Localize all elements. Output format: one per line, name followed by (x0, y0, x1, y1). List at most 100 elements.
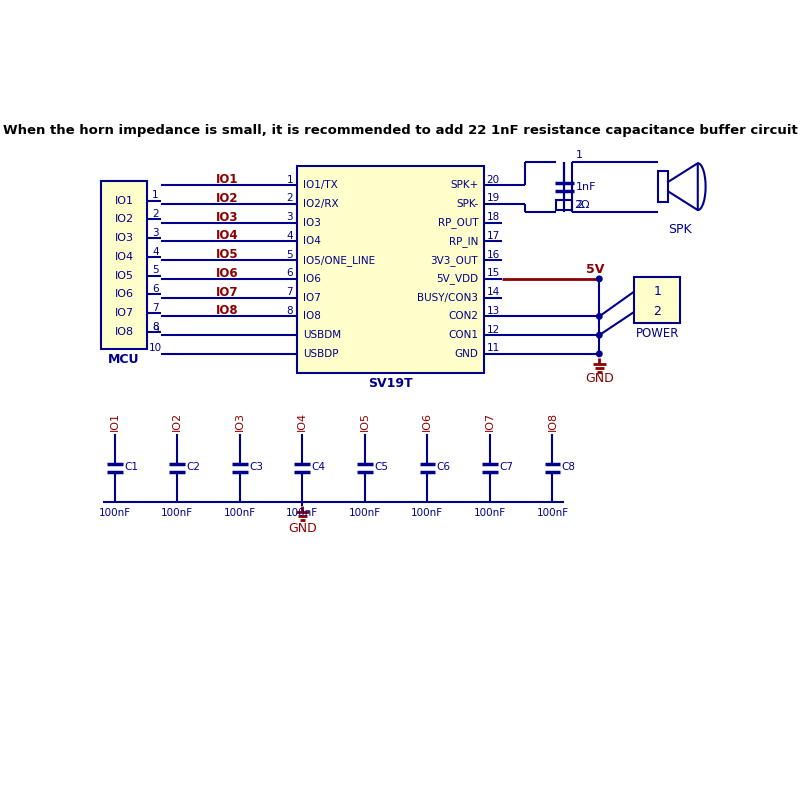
Text: SPK: SPK (668, 223, 692, 236)
Text: IO4: IO4 (303, 236, 321, 246)
Text: IO8: IO8 (215, 305, 238, 318)
Text: CON1: CON1 (448, 330, 478, 340)
Text: 100nF: 100nF (536, 507, 569, 518)
Text: IO4: IO4 (114, 252, 134, 262)
Text: 7: 7 (286, 287, 293, 297)
Text: IO1: IO1 (114, 196, 134, 206)
Text: C4: C4 (312, 462, 326, 472)
Text: C1: C1 (124, 462, 138, 472)
Text: IO7: IO7 (303, 293, 321, 302)
Text: 4: 4 (152, 246, 158, 257)
Text: 1nF: 1nF (576, 182, 596, 192)
Text: 5: 5 (152, 266, 158, 275)
Text: SPK-: SPK- (456, 199, 478, 209)
Circle shape (597, 314, 602, 319)
Text: 3: 3 (152, 228, 158, 238)
Text: 17: 17 (486, 231, 500, 241)
Text: 100nF: 100nF (411, 507, 443, 518)
Text: 2: 2 (653, 305, 661, 318)
Text: 1: 1 (576, 150, 583, 160)
Text: CON2: CON2 (448, 311, 478, 322)
Text: 1: 1 (653, 285, 661, 298)
Text: C2: C2 (186, 462, 201, 472)
Bar (297, 166, 485, 373)
Text: IO2/RX: IO2/RX (303, 199, 338, 209)
Text: IO6: IO6 (215, 267, 238, 280)
Text: 7: 7 (152, 302, 158, 313)
Text: IO5/ONE_LINE: IO5/ONE_LINE (303, 254, 375, 266)
Text: 100nF: 100nF (474, 507, 506, 518)
Text: IO7: IO7 (485, 412, 495, 431)
Text: 2: 2 (576, 200, 583, 210)
Text: 100nF: 100nF (161, 507, 194, 518)
Text: 5V: 5V (586, 263, 605, 276)
Text: IO2: IO2 (114, 214, 134, 225)
Text: 12: 12 (486, 325, 500, 334)
Text: IO1/TX: IO1/TX (303, 180, 338, 190)
Text: MCU: MCU (108, 353, 140, 366)
Text: 16: 16 (486, 250, 500, 260)
Text: 18: 18 (486, 212, 500, 222)
Text: IO6: IO6 (303, 274, 321, 284)
Text: IO8: IO8 (547, 412, 558, 431)
Text: 2: 2 (152, 209, 158, 219)
Text: IO3: IO3 (216, 210, 238, 224)
Text: 3: 3 (286, 212, 293, 222)
Text: IO8: IO8 (303, 311, 321, 322)
Bar (102, 181, 146, 349)
Text: USBDP: USBDP (303, 349, 338, 359)
Text: 14: 14 (486, 287, 500, 297)
Text: GND: GND (454, 349, 478, 359)
Text: C3: C3 (249, 462, 263, 472)
Text: IO5: IO5 (114, 270, 134, 281)
Text: 13: 13 (486, 306, 500, 316)
Text: IO2: IO2 (216, 192, 238, 205)
Text: IO5: IO5 (360, 412, 370, 431)
Text: C7: C7 (499, 462, 514, 472)
Text: 5: 5 (286, 250, 293, 260)
Text: IO7: IO7 (114, 308, 134, 318)
Text: When the horn impedance is small, it is recommended to add 22 1nF resistance cap: When the horn impedance is small, it is … (2, 124, 798, 137)
Bar (556, 200, 572, 210)
Text: 100nF: 100nF (286, 507, 318, 518)
Text: GND: GND (585, 372, 614, 386)
Text: IO1: IO1 (110, 412, 120, 431)
Text: 1: 1 (286, 174, 293, 185)
Text: 100nF: 100nF (349, 507, 381, 518)
Bar (658, 171, 668, 202)
Text: GND: GND (288, 522, 317, 535)
Text: 9: 9 (152, 325, 158, 334)
Text: C5: C5 (374, 462, 388, 472)
Text: 4: 4 (286, 231, 293, 241)
Text: 5V_VDD: 5V_VDD (436, 274, 478, 284)
Text: IO4: IO4 (215, 230, 238, 242)
Text: USBDM: USBDM (303, 330, 342, 340)
Text: C8: C8 (562, 462, 576, 472)
Text: 19: 19 (486, 194, 500, 203)
Text: IO6: IO6 (114, 290, 134, 299)
Text: IO7: IO7 (216, 286, 238, 298)
Circle shape (597, 351, 602, 357)
Text: POWER: POWER (635, 327, 679, 340)
Text: 6: 6 (152, 284, 158, 294)
Bar (634, 278, 680, 322)
Text: RP_OUT: RP_OUT (438, 217, 478, 228)
Text: SPK+: SPK+ (450, 180, 478, 190)
Text: 2Ω: 2Ω (574, 200, 590, 210)
Text: RP_IN: RP_IN (449, 236, 478, 246)
Text: BUSY/CON3: BUSY/CON3 (417, 293, 478, 302)
Text: 100nF: 100nF (98, 507, 130, 518)
Text: 20: 20 (486, 174, 499, 185)
Text: IO3: IO3 (234, 412, 245, 431)
Text: C6: C6 (437, 462, 450, 472)
Circle shape (597, 276, 602, 282)
Text: IO3: IO3 (114, 234, 134, 243)
Text: IO5: IO5 (215, 248, 238, 261)
Text: IO2: IO2 (172, 412, 182, 431)
Text: IO4: IO4 (298, 412, 307, 431)
Text: 8: 8 (286, 306, 293, 316)
Text: 11: 11 (486, 343, 500, 354)
Text: 100nF: 100nF (224, 507, 256, 518)
Text: 1: 1 (152, 190, 158, 200)
Text: IO6: IO6 (422, 412, 432, 431)
